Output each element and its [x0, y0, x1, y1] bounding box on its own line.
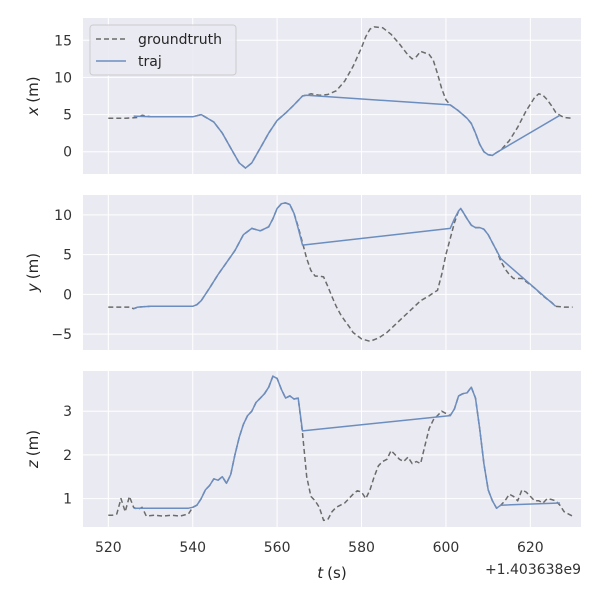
- legend: groundtruth traj: [89, 24, 237, 76]
- y-axis-unit: (m): [24, 430, 42, 456]
- x-axis-label: t (s) +1.403638e9: [317, 562, 581, 582]
- y-tick-label: 2: [63, 448, 72, 464]
- y-tick-label: 0: [63, 287, 72, 303]
- x-tick-label: 600: [433, 540, 460, 556]
- y-axis-var: y: [24, 282, 42, 293]
- y-axis-label: x (m): [24, 76, 42, 116]
- y-tick-label: −5: [51, 327, 72, 343]
- y-tick-label: 1: [63, 492, 72, 508]
- plot-area-y: [83, 195, 581, 350]
- y-axis-label: z (m): [24, 430, 42, 469]
- y-tick-label: 10: [54, 70, 72, 86]
- series-traj-z: [133, 375, 560, 509]
- series-traj-x: [133, 94, 561, 169]
- subplots: 0 5 10 15 x (m) groundtruth traj −5 0 5 10 y (m) 1 2 3 52…: [24, 18, 581, 556]
- y-axis-label: y (m): [24, 253, 42, 293]
- y-axis-var: z: [24, 459, 42, 469]
- y-axis-unit: (m): [24, 253, 42, 279]
- x-tick-label: 540: [179, 540, 206, 556]
- y-tick-label: 0: [63, 145, 72, 161]
- series-groundtruth-x: [108, 26, 573, 169]
- subplot-z: 1 2 3 520 540 560 580 600 620 z (m): [24, 371, 581, 556]
- x-axis-offset-text: +1.403638e9: [485, 562, 581, 578]
- y-tick-label: 3: [63, 404, 72, 420]
- legend-label-traj: traj: [138, 54, 162, 70]
- y-tick-label: 5: [63, 248, 72, 264]
- x-tick-label: 580: [348, 540, 375, 556]
- y-tick-label: 15: [54, 33, 72, 49]
- subplot-y: −5 0 5 10 y (m): [24, 195, 581, 350]
- y-axis-var: x: [24, 107, 42, 117]
- x-axis-label-text: t (s): [317, 564, 346, 582]
- subplot-x: 0 5 10 15 x (m) groundtruth traj: [24, 18, 581, 174]
- series-traj-y: [133, 202, 557, 310]
- legend-label-groundtruth: groundtruth: [138, 32, 222, 48]
- x-tick-label: 620: [517, 540, 544, 556]
- x-axis-unit: (s): [327, 564, 347, 582]
- plot-area-z: [83, 371, 581, 527]
- y-tick-label: 10: [54, 208, 72, 224]
- y-axis-unit: (m): [24, 76, 42, 102]
- y-tick-label: 5: [63, 108, 72, 124]
- x-tick-label: 560: [264, 540, 291, 556]
- legend-box: [89, 24, 237, 76]
- x-tick-label: 520: [95, 540, 122, 556]
- x-axis-var: t: [317, 564, 324, 582]
